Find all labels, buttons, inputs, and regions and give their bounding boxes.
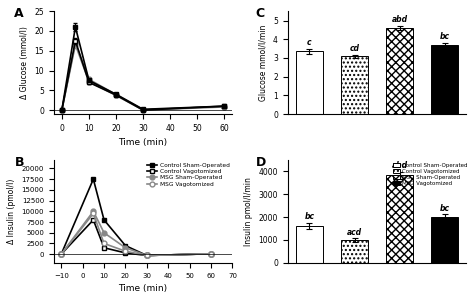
Text: C: C: [255, 7, 264, 20]
Text: bc: bc: [304, 212, 314, 221]
Bar: [386, 28, 413, 114]
Bar: [431, 217, 458, 263]
Y-axis label: Glucose mmol/l/min: Glucose mmol/l/min: [258, 24, 267, 101]
X-axis label: Time (min): Time (min): [118, 284, 168, 293]
Text: cd: cd: [349, 44, 360, 53]
Y-axis label: Insulin pmol/l/min: Insulin pmol/l/min: [244, 177, 253, 246]
Text: acd: acd: [347, 228, 362, 237]
X-axis label: Time (min): Time (min): [118, 138, 168, 147]
Bar: [296, 51, 323, 114]
Text: c: c: [307, 38, 311, 47]
Y-axis label: Δ Glucose (mmol/l): Δ Glucose (mmol/l): [20, 26, 29, 99]
Text: A: A: [14, 7, 24, 20]
Bar: [341, 56, 368, 114]
Text: B: B: [14, 156, 24, 169]
Y-axis label: Δ Insulin (pmol/l): Δ Insulin (pmol/l): [7, 178, 16, 244]
Text: bc: bc: [440, 204, 450, 213]
Text: abd: abd: [392, 161, 408, 170]
Bar: [296, 226, 323, 263]
Bar: [386, 176, 413, 263]
Text: bc: bc: [440, 32, 450, 41]
Legend: Control Sham-Operated, Control Vagotomized, MSG Sham-Operated, MSG Vagotomized: Control Sham-Operated, Control Vagotomiz…: [147, 163, 229, 187]
Bar: [341, 240, 368, 263]
Legend: Control Sham-Operated, Control Vagotomized, MSG Sham-Operated, MSG Vagotomized: Control Sham-Operated, Control Vagotomiz…: [393, 163, 467, 186]
Bar: [431, 45, 458, 114]
Text: D: D: [255, 156, 266, 169]
Text: abd: abd: [392, 15, 408, 24]
